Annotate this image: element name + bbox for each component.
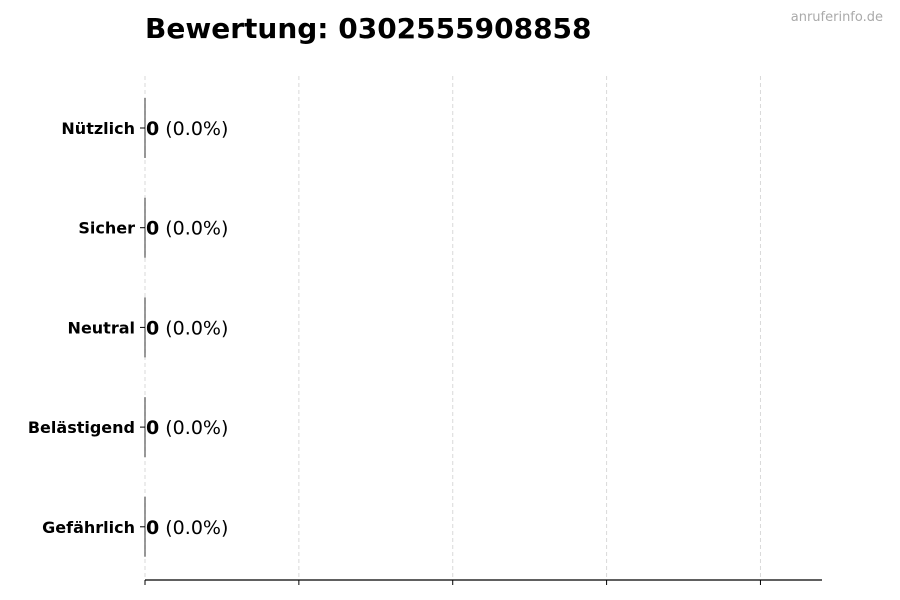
data-label: 0 (0.0%): [146, 317, 228, 339]
data-label-value: 0: [146, 417, 159, 439]
data-label-value: 0: [146, 517, 159, 539]
data-label-percent: (0.0%): [159, 317, 228, 339]
data-label-percent: (0.0%): [159, 118, 228, 140]
data-label-value: 0: [146, 317, 159, 339]
data-label-percent: (0.0%): [159, 517, 228, 539]
data-label-value: 0: [146, 218, 159, 240]
data-label-value: 0: [146, 118, 159, 140]
chart-title: Bewertung: 0302555908858: [145, 12, 592, 45]
data-label: 0 (0.0%): [146, 218, 228, 240]
data-label-percent: (0.0%): [159, 417, 228, 439]
category-label: Gefährlich: [42, 518, 135, 537]
data-label: 0 (0.0%): [146, 417, 228, 439]
category-label: Nützlich: [61, 119, 135, 138]
category-label: Neutral: [68, 318, 135, 337]
watermark: anruferinfo.de: [790, 10, 883, 25]
data-label-percent: (0.0%): [159, 218, 228, 240]
data-label: 0 (0.0%): [146, 118, 228, 140]
category-label: Belästigend: [28, 418, 135, 437]
data-label: 0 (0.0%): [146, 517, 228, 539]
category-label: Sicher: [78, 219, 135, 238]
